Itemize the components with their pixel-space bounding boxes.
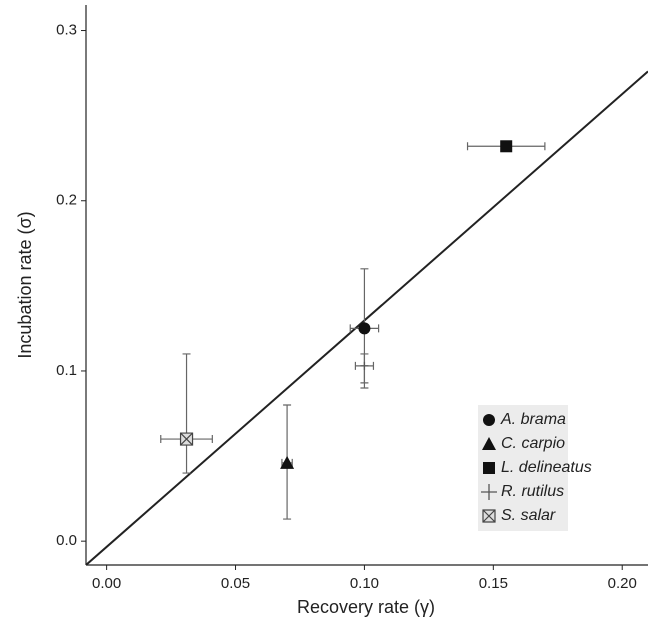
legend-label: R. rutilus [501,483,564,500]
point [483,414,495,426]
y-error-bar [182,353,191,474]
legend-label: L. delineatus [501,459,592,476]
legend-label: A. brama [500,411,566,428]
point [483,462,495,474]
x-tick-label: 0.15 [479,575,508,592]
point [358,322,371,335]
y-tick-label: 0.2 [56,192,77,209]
y-axis-label: Incubation rate (σ) [15,211,35,358]
point [360,361,369,370]
x-tick-label: 0.00 [92,575,121,592]
point [280,455,295,469]
x-tick-label: 0.05 [221,575,250,592]
y-tick-label: 0.0 [56,532,77,549]
point [482,509,496,523]
x-tick-label: 0.10 [350,575,379,592]
x-tick-label: 0.20 [608,575,637,592]
x-axis-label: Recovery rate (γ) [297,597,435,617]
legend-label: S. salar [501,507,556,524]
y-tick-label: 0.1 [56,362,77,379]
y-tick-label: 0.3 [56,22,77,39]
point [500,140,513,153]
point [481,484,497,500]
fit-line [86,70,648,565]
point [179,432,194,446]
legend-label: C. carpio [501,435,565,452]
point [482,437,496,450]
